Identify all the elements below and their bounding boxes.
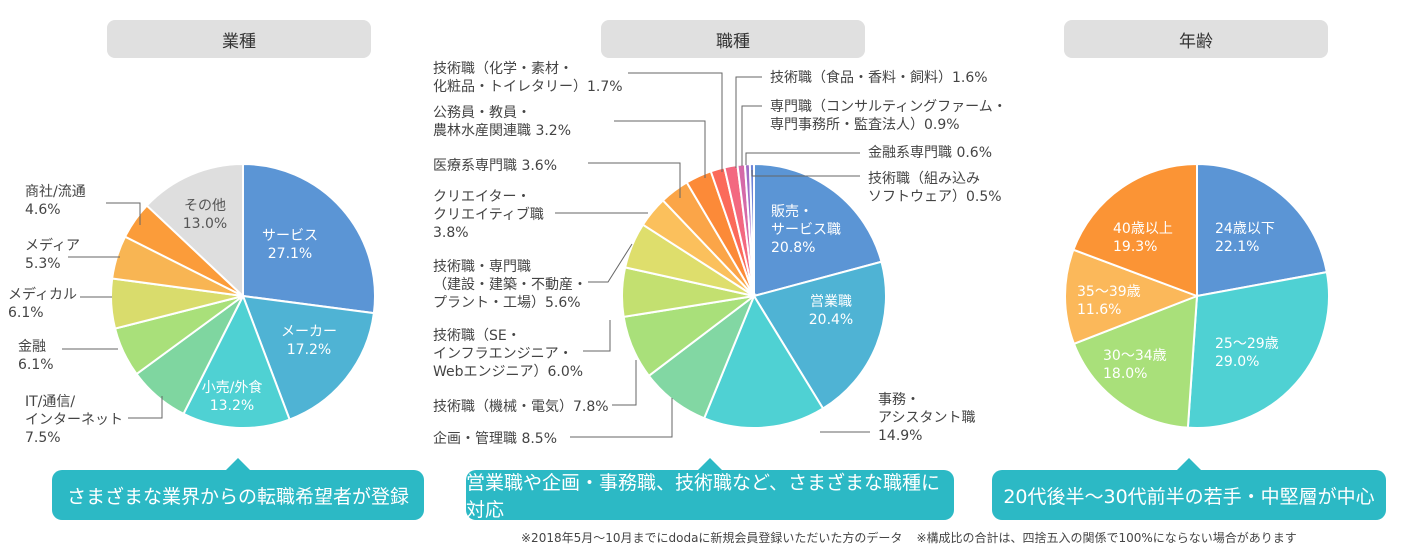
leader-line	[614, 120, 706, 178]
pie-slice-age-1	[1186, 270, 1330, 429]
pie-slice-occupation-0	[753, 162, 883, 298]
data-label: 30〜34歳 18.0%	[1103, 348, 1167, 382]
footnote-period: ※2018年5月〜10月までにdodaに新規会員登録いただいた方のデータ	[521, 531, 903, 545]
data-label: 企画・管理職 8.5%	[433, 430, 557, 447]
data-label: 商社/流通 4.6%	[25, 184, 86, 218]
pie-slice-age-3	[1064, 248, 1200, 346]
leader-line	[741, 105, 762, 166]
data-label: 技術職（食品・香料・飼料）1.6%	[770, 69, 988, 86]
leader-line	[588, 243, 633, 283]
data-label: 金融 6.1%	[18, 339, 54, 373]
pie-slice-industry-0	[242, 162, 376, 315]
data-label: 40歳以上 19.3%	[1113, 221, 1173, 255]
occupation-banner: 営業職や企画・事務職、技術職など、さまざまな職種に対応	[466, 458, 954, 521]
data-label: 技術職（化学・素材・化粧品・トイレタリー）1.7%	[433, 61, 623, 95]
pie-slice-age-0	[1196, 162, 1328, 298]
data-label: 営業職 20.4%	[809, 294, 853, 328]
industry-header: 業種	[107, 20, 371, 58]
data-label: メーカー 17.2%	[281, 324, 337, 358]
data-label: IT/通信/インターネット 7.5%	[25, 394, 123, 446]
age-banner-text: 20代後半〜30代前半の若手・中堅層が中心	[1003, 485, 1375, 508]
data-label: メディア 5.3%	[25, 237, 80, 272]
data-label: 専門職（コンサルティングファーム・専門事務所・監査法人）0.9%	[770, 99, 1007, 133]
data-label: 金融系専門職 0.6%	[868, 145, 992, 161]
occupation-header: 職種	[601, 20, 865, 58]
footnotes: ※2018年5月〜10月までにdodaに新規会員登録いただいた方のデータ ※構成比…	[521, 529, 1391, 546]
age-header: 年齢	[1064, 20, 1328, 58]
banner-pointer	[697, 458, 723, 471]
leader-line	[570, 398, 673, 438]
pie-slice-occupation-14	[748, 162, 755, 297]
data-label: クリエイター・クリエイティブ職 3.8%	[433, 189, 544, 241]
leader-line	[735, 76, 762, 168]
data-label: 技術職（組み込みソフトウェア）0.5%	[868, 171, 1002, 205]
banner-pointer	[225, 458, 251, 471]
data-label: 小売/外食 13.2%	[202, 379, 263, 414]
pie-charts: サービス 27.1% メーカー 17.2% 小売/外食 13.2% その他 13.0% 商社/流…	[8, 61, 1330, 447]
data-label: 技術職（SE・インフラエンジニア・ Webエンジニア）6.0%	[433, 328, 583, 380]
data-label: 24歳以下 22.1%	[1215, 221, 1275, 255]
pie-slice-occupation-1	[752, 260, 887, 410]
data-label: 医療系専門職 3.6%	[433, 157, 557, 174]
age-banner: 20代後半〜30代前半の若手・中堅層が中心	[992, 458, 1386, 520]
industry-banner: さまざまな業界からの転職希望者が登録	[52, 458, 424, 520]
leader-line	[751, 170, 860, 177]
pie-slice-industry-8	[145, 162, 244, 299]
banner-pointer	[1176, 458, 1202, 471]
occupation-banner-text: 営業職や企画・事務職、技術職など、さまざまな職種に対応	[466, 472, 941, 521]
data-label: メディカル 6.1%	[8, 286, 77, 321]
data-label: 販売・サービス職 20.8%	[771, 204, 841, 256]
data-label: 25〜29歳 29.0%	[1215, 336, 1279, 370]
data-label: 35〜39歳 11.6%	[1077, 284, 1141, 318]
data-label: 技術職・専門職（建設・建築・不動産・プラント・工場）5.6%	[433, 259, 587, 311]
leader-line	[583, 320, 611, 352]
leader-line	[588, 162, 681, 198]
footnote-rounding: ※構成比の合計は、四捨五入の関係で100%にならない場合があります	[916, 531, 1297, 545]
pie-slice-age-2	[1072, 294, 1199, 429]
pie-slice-occupation-2	[702, 293, 825, 429]
industry-banner-text: さまざまな業界からの転職希望者が登録	[66, 485, 409, 508]
leader-line	[128, 396, 163, 419]
data-label: その他 13.0%	[183, 198, 227, 232]
leader-line	[106, 202, 141, 225]
pie-slice-age-4	[1072, 162, 1198, 298]
data-label: サービス 27.1%	[262, 228, 318, 262]
leader-line	[612, 360, 637, 406]
pie-slice-industry-1	[241, 294, 376, 421]
leader-line	[628, 72, 723, 172]
data-label: 事務・アシスタント職 14.9%	[878, 392, 975, 444]
data-label: 技術職（機械・電気）7.8%	[433, 399, 609, 415]
leader-line	[745, 152, 860, 165]
data-label: 公務員・教員・農林水産関連職 3.2%	[433, 105, 571, 139]
pie-slice-industry-2	[182, 293, 291, 429]
